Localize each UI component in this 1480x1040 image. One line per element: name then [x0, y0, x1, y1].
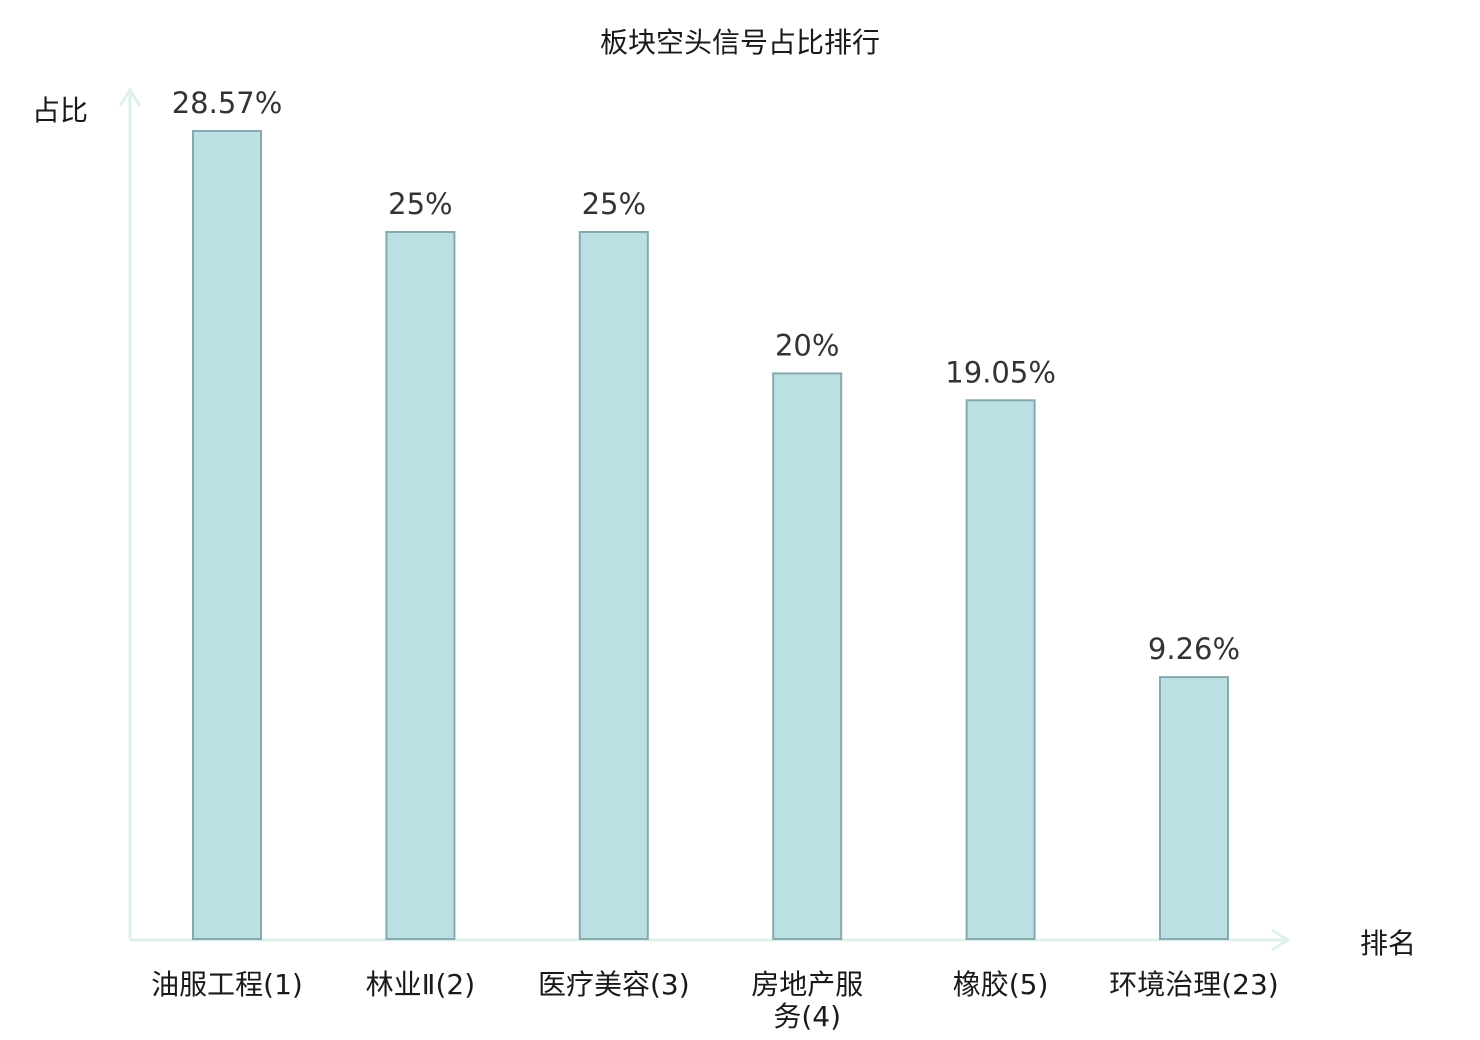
bar-1: [192, 130, 262, 940]
x-tick-label-3: 医疗美容(3): [538, 968, 690, 1001]
data-label-3: 25%: [582, 187, 646, 221]
x-tick-label-5: 橡胶(5): [953, 968, 1049, 1001]
data-label-4: 20%: [775, 328, 839, 362]
value-labels-group: 28.57% 25% 25% 20% 19.05% 9.26%: [172, 86, 1240, 666]
bars-group: [192, 130, 1229, 940]
x-tick-label-6: 环境治理(23): [1109, 968, 1278, 1001]
bar-5: [965, 399, 1036, 940]
bar-3: [578, 231, 649, 940]
y-axis-label: 占比: [32, 94, 88, 127]
chart-title: 板块空头信号占比排行: [600, 26, 880, 59]
bar-6: [1159, 676, 1229, 940]
x-tick-label-4: 房地产服务(4): [751, 968, 863, 1033]
x-axis-arrow: [1271, 928, 1291, 952]
data-label-2: 25%: [388, 187, 452, 221]
bar-4: [772, 372, 843, 940]
data-label-5: 19.05%: [945, 355, 1056, 389]
bar-2: [385, 231, 456, 940]
x-tick-labels-group: 油服工程(1) 林业Ⅱ(2) 医疗美容(3) 房地产服务(4) 橡胶(5) 环境治理(23…: [151, 968, 1279, 1033]
y-axis-arrow: [118, 87, 142, 107]
x-axis-label: 排名: [1360, 927, 1416, 960]
data-label-6: 9.26%: [1148, 632, 1240, 666]
data-label-1: 28.57%: [172, 86, 283, 120]
x-tick-label-2: 林业Ⅱ(2): [366, 968, 475, 1001]
x-tick-label-1: 油服工程(1): [151, 968, 303, 1001]
